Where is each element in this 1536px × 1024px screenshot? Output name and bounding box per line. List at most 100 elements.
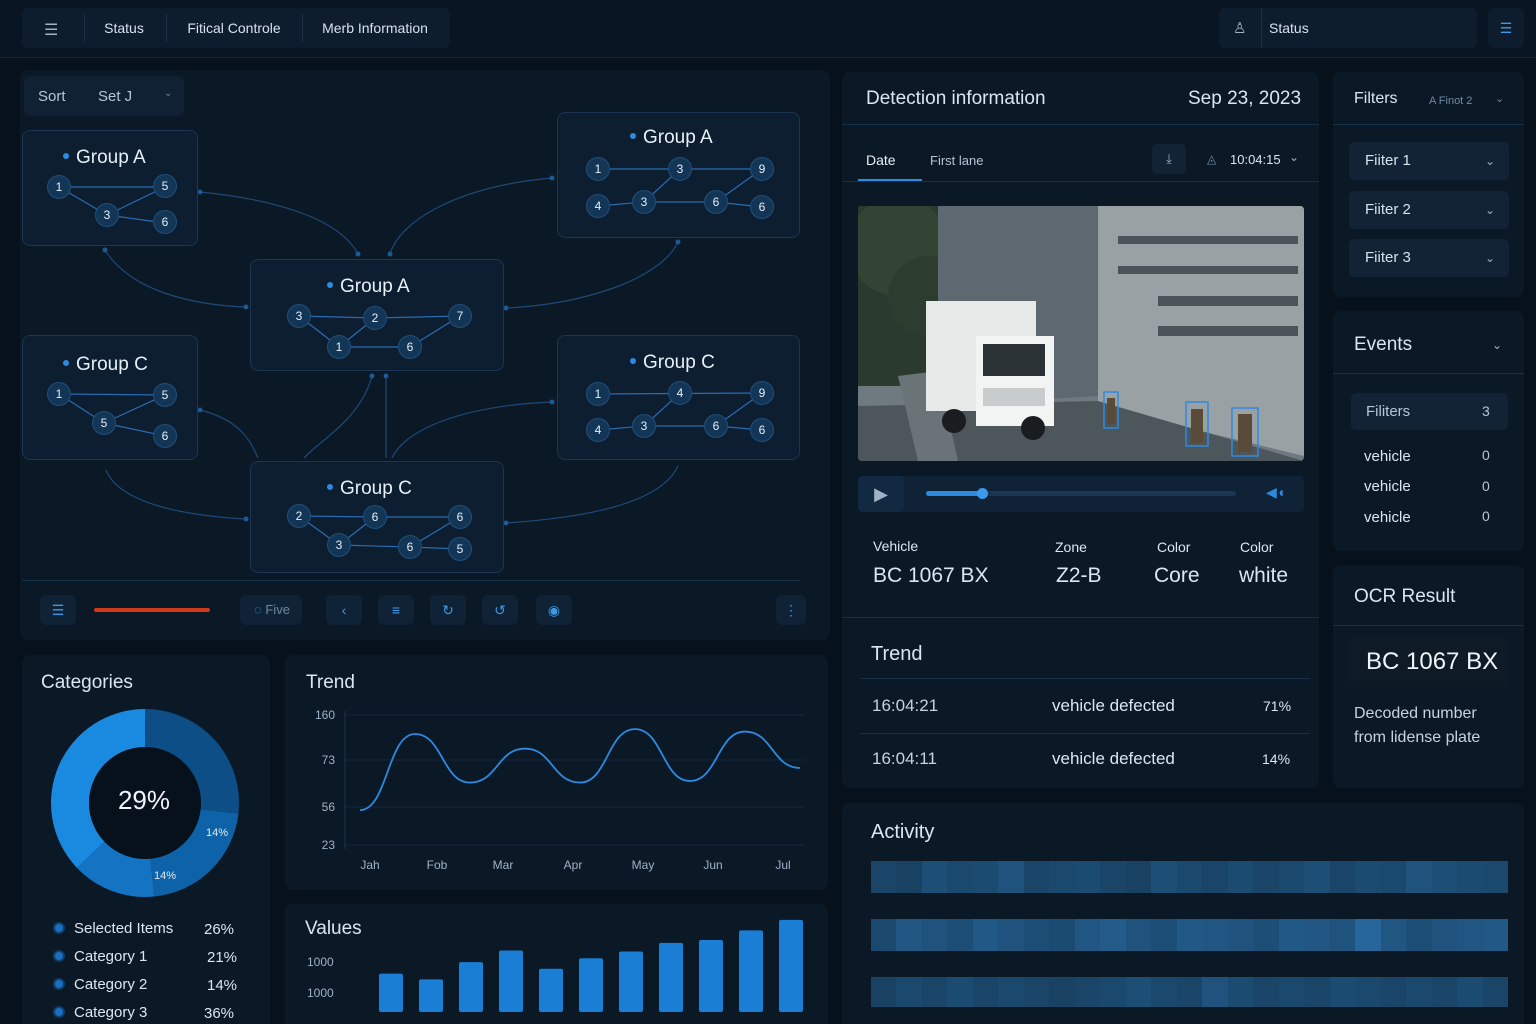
chevron-down-icon: ⌄: [1484, 154, 1495, 168]
filter-1-select[interactable]: Fiiter 1 ⌄: [1349, 142, 1509, 180]
graph-node[interactable]: 2: [363, 306, 387, 330]
play-icon[interactable]: ▶: [858, 476, 904, 512]
menu-icon[interactable]: ☰: [44, 22, 59, 39]
status-field[interactable]: ♙ Status: [1219, 8, 1477, 48]
heatmap-cell: [1227, 861, 1254, 893]
graph-node[interactable]: 3: [632, 190, 656, 214]
heatmap-cell: [1278, 919, 1305, 951]
graph-node[interactable]: 7: [448, 304, 472, 328]
graph-node[interactable]: 5: [153, 174, 177, 198]
filter-label: Fiiter 1: [1365, 152, 1411, 169]
more-vertical-icon[interactable]: ⋮: [776, 595, 806, 625]
ocr-title: OCR Result: [1354, 586, 1456, 607]
graph-node[interactable]: 9: [750, 157, 774, 181]
graph-node[interactable]: 4: [586, 194, 610, 218]
undo-icon[interactable]: ↺: [482, 595, 518, 625]
events-filter-row[interactable]: Filiters 3: [1351, 393, 1508, 430]
group-title: Group A: [643, 127, 713, 148]
filter-3-select[interactable]: Fiiter 3 ⌄: [1349, 239, 1509, 277]
detection-time[interactable]: 10:04:15: [1230, 152, 1281, 167]
group-c-box-1[interactable]: Group C 1 5 5 6: [22, 335, 198, 460]
graph-node[interactable]: 6: [363, 505, 387, 529]
group-c-box-2[interactable]: Group C 1 4 9 4 3 6 6: [557, 335, 800, 460]
event-label[interactable]: vehicle: [1364, 509, 1411, 526]
graph-node[interactable]: 3: [287, 304, 311, 328]
field-value-zone: Z2-B: [1056, 564, 1102, 587]
graph-node[interactable]: 1: [47, 175, 71, 199]
volume-icon[interactable]: ◀◖: [1266, 484, 1286, 500]
legend-dot-icon: [53, 1006, 65, 1018]
zoom-slider[interactable]: [94, 605, 210, 615]
graph-node[interactable]: 6: [153, 210, 177, 234]
tab-merb-information[interactable]: Merb Information: [322, 20, 428, 36]
trend-row-pct: 14%: [1262, 751, 1291, 767]
tab-first-lane[interactable]: First lane: [930, 153, 984, 168]
video-progress-handle[interactable]: [976, 488, 988, 499]
group-a-box-1[interactable]: Group A 1 5 3 6: [22, 130, 198, 246]
graph-node[interactable]: 9: [750, 381, 774, 405]
layers-icon[interactable]: ≡: [378, 595, 414, 625]
graph-node[interactable]: 1: [586, 382, 610, 406]
values-bar: [499, 950, 523, 1012]
graph-node[interactable]: 5: [92, 411, 116, 435]
graph-node[interactable]: 3: [668, 157, 692, 181]
group-a-box-2[interactable]: Group A 1 3 9 4 3 6 6: [557, 112, 800, 238]
heatmap-cell: [1355, 919, 1381, 951]
video-frame[interactable]: [858, 206, 1304, 461]
tab-date[interactable]: Date: [866, 152, 896, 168]
heatmap-cell: [1329, 977, 1356, 1007]
group-dot-icon: [63, 359, 69, 366]
trend-row-pct: 71%: [1263, 698, 1292, 714]
filter-2-select[interactable]: Fiiter 2 ⌄: [1349, 191, 1509, 229]
redo-icon[interactable]: ↻: [430, 595, 466, 625]
graph-node[interactable]: 1: [586, 157, 610, 181]
trend-y-tick: 23: [322, 838, 336, 852]
heatmap-cell: [1380, 977, 1407, 1007]
heatmap-cell: [1074, 919, 1101, 951]
sort-control[interactable]: Sort Set J ⌄: [24, 76, 184, 116]
graph-node[interactable]: 3: [632, 414, 656, 438]
heatmap-cell: [1380, 919, 1407, 951]
graph-node[interactable]: 4: [586, 418, 610, 442]
download-icon[interactable]: ⤓: [1152, 144, 1186, 174]
graph-node[interactable]: 5: [153, 383, 177, 407]
refresh-icon: ◌: [254, 602, 262, 617]
graph-node[interactable]: 6: [704, 414, 728, 438]
filters-subtitle[interactable]: A Finot 2: [1429, 95, 1473, 107]
video-progress-bar[interactable]: [926, 488, 1236, 499]
heatmap-cell: [1355, 977, 1381, 1007]
graph-node[interactable]: 3: [95, 203, 119, 227]
tab-status[interactable]: Status: [104, 20, 144, 36]
back-icon[interactable]: ‹: [326, 595, 362, 625]
tab-fitical-controle[interactable]: Fitical Controle: [187, 20, 281, 36]
graph-node[interactable]: 6: [398, 535, 422, 559]
heatmap-cell: [972, 861, 999, 893]
check-circle-icon[interactable]: ◉: [536, 595, 572, 625]
group-dot-icon: [630, 357, 636, 364]
graph-node[interactable]: 5: [448, 537, 472, 561]
heatmap-cell: [1151, 861, 1177, 893]
graph-node[interactable]: 1: [327, 335, 351, 359]
graph-node[interactable]: 6: [704, 190, 728, 214]
trend-row-time: 16:04:11: [872, 749, 937, 768]
graph-node[interactable]: 2: [287, 504, 311, 528]
event-label[interactable]: vehicle: [1364, 448, 1411, 465]
five-button[interactable]: ◌ Five: [240, 595, 302, 625]
group-c-box-3[interactable]: Group C 2 6 6 3 6 5: [250, 461, 504, 573]
graph-node[interactable]: 6: [153, 424, 177, 448]
graph-node[interactable]: 6: [750, 418, 774, 442]
group-a-box-3[interactable]: Group A 3 2 7 1 6: [250, 259, 504, 371]
graph-node[interactable]: 4: [668, 381, 692, 405]
donut-slice: [51, 709, 145, 868]
list-menu-icon[interactable]: ☰: [1488, 8, 1524, 48]
graph-node[interactable]: 6: [448, 505, 472, 529]
event-label[interactable]: vehicle: [1364, 478, 1411, 495]
graph-node[interactable]: 1: [47, 382, 71, 406]
heatmap-cell: [1074, 861, 1101, 893]
align-icon[interactable]: ☰: [40, 595, 76, 625]
graph-node[interactable]: 6: [750, 195, 774, 219]
heatmap-cell: [1329, 861, 1356, 893]
graph-node[interactable]: 3: [327, 533, 351, 557]
chevron-down-icon[interactable]: ⌄: [1492, 338, 1503, 352]
graph-node[interactable]: 6: [398, 335, 422, 359]
